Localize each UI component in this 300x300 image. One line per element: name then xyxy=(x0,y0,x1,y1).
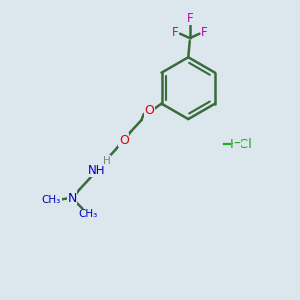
Text: H: H xyxy=(103,156,110,166)
Text: NH: NH xyxy=(88,164,106,177)
Text: HCl: HCl xyxy=(230,138,253,151)
Text: O: O xyxy=(144,104,154,118)
Text: F: F xyxy=(172,26,178,39)
Text: –: – xyxy=(233,137,240,151)
Text: F: F xyxy=(201,26,208,39)
Text: CH₃: CH₃ xyxy=(78,209,97,220)
Text: N: N xyxy=(68,192,77,205)
Text: O: O xyxy=(119,134,129,147)
Text: CH₃: CH₃ xyxy=(42,195,61,205)
Text: F: F xyxy=(186,12,193,25)
